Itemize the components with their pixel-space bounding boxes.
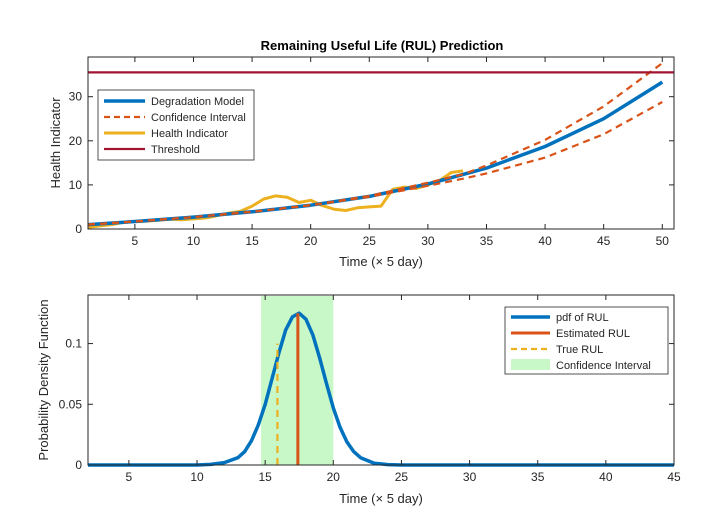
bottom-x-tick-label: 30 bbox=[463, 470, 477, 484]
top-axes-box bbox=[87, 56, 675, 230]
bottom-y-tick-label: 0.1 bbox=[65, 337, 82, 351]
top-x-axis-label: Time (× 5 day) bbox=[339, 254, 423, 269]
top-series-line-2 bbox=[87, 101, 663, 226]
bottom-x-tick-label: 15 bbox=[258, 470, 272, 484]
bottom-y-ticks: 0 0.05 0.1 bbox=[59, 337, 674, 472]
bottom-x-ticks: 5 10 15 20 25 30 35 40 45 bbox=[126, 295, 681, 484]
top-x-tick-label: 10 bbox=[187, 234, 201, 248]
bottom-x-tick-label: 20 bbox=[327, 470, 341, 484]
top-x-tick-label: 30 bbox=[421, 234, 435, 248]
top-y-tick-label: 30 bbox=[69, 90, 83, 104]
bottom-x-tick-label: 45 bbox=[667, 470, 681, 484]
bottom-y-tick-label: 0.05 bbox=[59, 397, 83, 411]
bottom-legend-entry: Estimated RUL bbox=[511, 328, 630, 340]
top-x-tick-label: 40 bbox=[538, 234, 552, 248]
top-x-tick-label: 15 bbox=[245, 234, 259, 248]
top-legend-label: Health Indicator bbox=[151, 128, 228, 140]
bottom-x-tick-label: 25 bbox=[395, 470, 409, 484]
top-series-line-1 bbox=[87, 62, 663, 226]
bottom-legend-entry: pdf of RUL bbox=[511, 312, 609, 324]
top-y-tick-label: 10 bbox=[69, 178, 83, 192]
bottom-x-tick-label: 35 bbox=[531, 470, 545, 484]
top-y-tick-label: 0 bbox=[75, 222, 82, 236]
top-x-tick-label: 45 bbox=[597, 234, 611, 248]
pdf-curve bbox=[88, 311, 674, 467]
chart-title: Remaining Useful Life (RUL) Prediction bbox=[261, 38, 504, 53]
bottom-axes-box bbox=[87, 294, 675, 466]
top-y-tick-label: 20 bbox=[69, 134, 83, 148]
top-x-tick-label: 5 bbox=[132, 234, 139, 248]
top-legend-label: Degradation Model bbox=[151, 96, 244, 108]
top-legend-entry: Threshold bbox=[104, 144, 200, 156]
bottom-legend: pdf of RUL Estimated RUL True RUL Confid… bbox=[504, 306, 669, 375]
bottom-legend-label: pdf of RUL bbox=[556, 312, 609, 324]
bottom-series-layer bbox=[88, 296, 674, 467]
bottom-x-axis-label: Time (× 5 day) bbox=[339, 491, 423, 506]
top-legend: Degradation Model Confidence Interval He… bbox=[97, 89, 255, 161]
chart-rul-prediction: Remaining Useful Life (RUL) Prediction 5… bbox=[48, 38, 675, 269]
top-series-line-3 bbox=[87, 169, 464, 229]
bottom-x-tick-label: 10 bbox=[190, 470, 204, 484]
bottom-x-tick-label: 40 bbox=[599, 470, 613, 484]
top-x-tick-label: 35 bbox=[480, 234, 494, 248]
bottom-legend-entry: True RUL bbox=[511, 344, 603, 356]
top-x-tick-label: 25 bbox=[363, 234, 377, 248]
bottom-legend-label: True RUL bbox=[556, 344, 603, 356]
top-legend-entry: Confidence Interval bbox=[104, 112, 246, 124]
bottom-y-axis-label: Probability Density Function bbox=[36, 299, 51, 460]
top-x-ticks: 5 10 15 20 25 30 35 40 45 50 bbox=[132, 57, 670, 248]
bottom-y-tick-label: 0 bbox=[75, 458, 82, 472]
bottom-x-tick-label: 5 bbox=[126, 470, 133, 484]
top-legend-label: Threshold bbox=[151, 144, 200, 156]
top-x-tick-label: 20 bbox=[304, 234, 318, 248]
bottom-legend-entry: Confidence Interval bbox=[511, 359, 651, 372]
chart-rul-pdf: 5 10 15 20 25 30 35 40 45 0 0.05 0.1 Time (× 5 day… bbox=[36, 294, 681, 506]
top-x-tick-label: 50 bbox=[656, 234, 670, 248]
top-y-ticks: 0 10 20 30 bbox=[69, 90, 674, 236]
top-y-axis-label: Health Indicator bbox=[48, 97, 63, 189]
top-legend-entry: Health Indicator bbox=[104, 128, 228, 140]
bottom-legend-label: Estimated RUL bbox=[556, 328, 630, 340]
bottom-legend-label: Confidence Interval bbox=[556, 360, 651, 372]
bottom-legend-swatch bbox=[511, 359, 550, 370]
top-legend-entry: Degradation Model bbox=[104, 96, 244, 108]
top-legend-label: Confidence Interval bbox=[151, 112, 246, 124]
top-series-layer bbox=[87, 62, 674, 229]
